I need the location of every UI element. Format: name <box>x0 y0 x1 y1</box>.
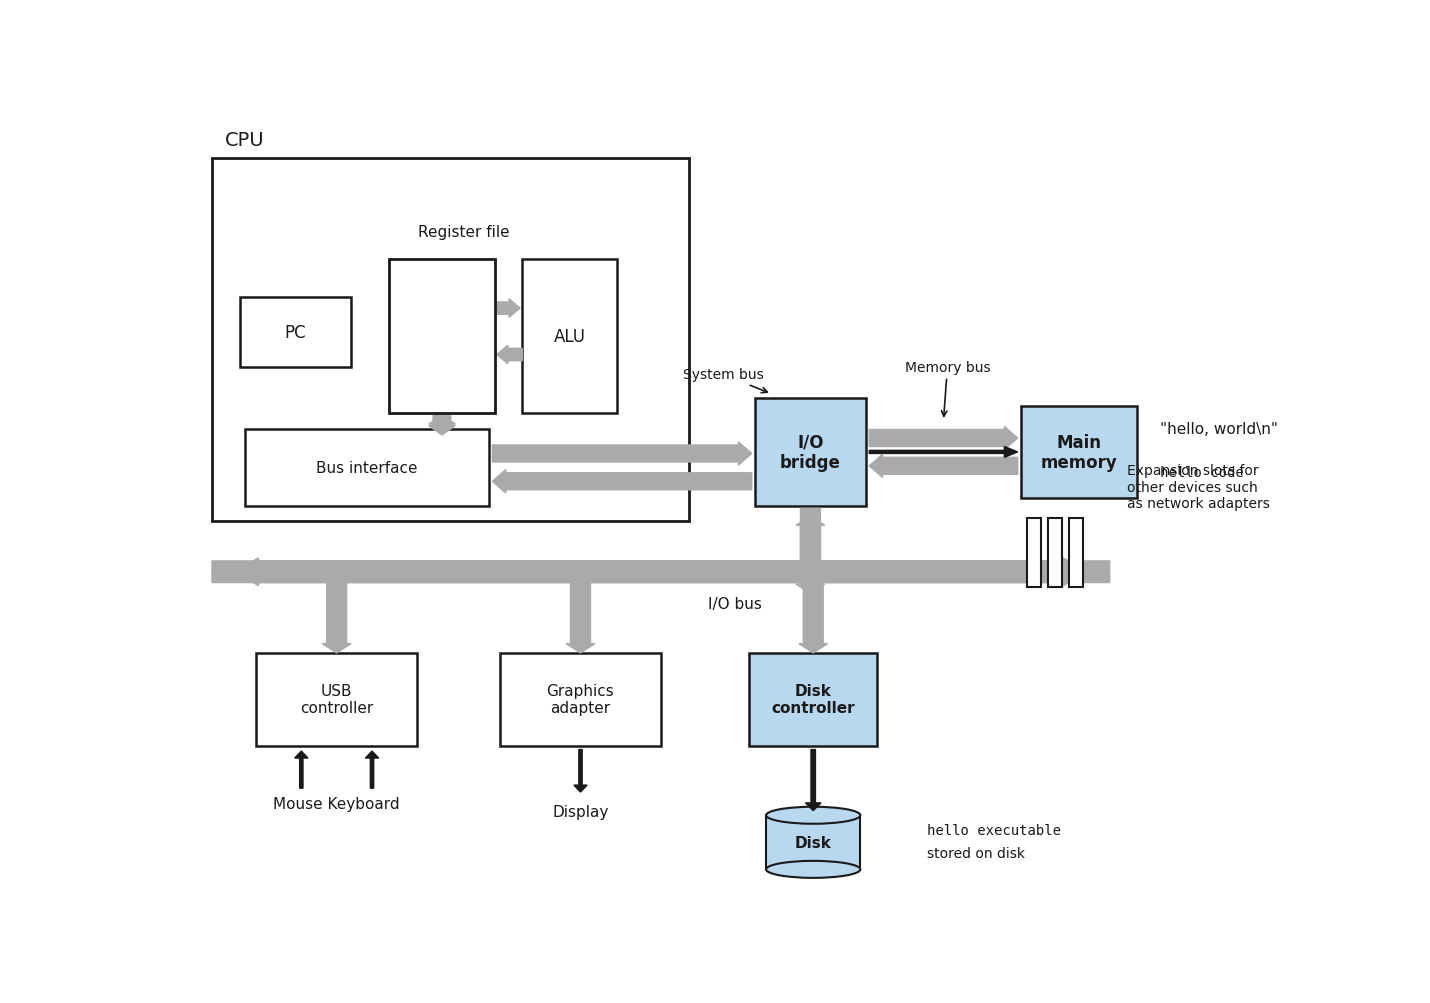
Bar <box>240 298 350 367</box>
Text: "hello, world\n": "hello, world\n" <box>1160 422 1277 436</box>
Text: Disk
controller: Disk controller <box>771 683 855 716</box>
Bar <box>389 290 495 321</box>
Bar <box>766 815 861 870</box>
Text: I/O bus: I/O bus <box>708 597 762 612</box>
Text: Register file: Register file <box>419 225 511 240</box>
FancyArrow shape <box>295 751 307 788</box>
FancyArrow shape <box>492 442 752 465</box>
Bar <box>246 429 489 507</box>
FancyArrow shape <box>797 509 825 594</box>
FancyArrow shape <box>496 346 522 364</box>
Bar <box>389 352 495 383</box>
Text: Graphics
adapter: Graphics adapter <box>546 683 615 716</box>
Bar <box>389 260 495 414</box>
Text: I/O
bridge: I/O bridge <box>779 433 841 471</box>
FancyArrow shape <box>492 470 752 493</box>
FancyArrow shape <box>366 751 379 788</box>
Text: USB
controller: USB controller <box>300 683 373 716</box>
Text: stored on disk: stored on disk <box>927 847 1025 861</box>
FancyArrow shape <box>495 300 521 318</box>
Ellipse shape <box>766 807 861 823</box>
Bar <box>389 321 495 352</box>
Text: System bus: System bus <box>684 368 768 393</box>
Bar <box>256 653 418 746</box>
Bar <box>1027 519 1041 588</box>
Bar <box>522 260 616 414</box>
FancyArrow shape <box>869 427 1018 450</box>
Text: hello executable: hello executable <box>927 823 1061 838</box>
FancyArrow shape <box>429 416 455 435</box>
FancyArrow shape <box>212 559 1087 586</box>
Bar <box>1048 519 1062 588</box>
Bar <box>1068 519 1083 588</box>
Bar <box>500 653 661 746</box>
Bar <box>1021 406 1137 498</box>
Text: Expansion slots for
other devices such
as network adapters: Expansion slots for other devices such a… <box>1127 464 1270 511</box>
Text: Mouse Keyboard: Mouse Keyboard <box>273 796 400 811</box>
Bar <box>749 653 877 746</box>
FancyArrow shape <box>573 750 588 792</box>
FancyArrow shape <box>805 750 821 810</box>
Text: ALU: ALU <box>553 328 585 346</box>
Text: PC: PC <box>285 324 306 342</box>
FancyArrow shape <box>566 583 595 653</box>
FancyArrow shape <box>799 583 828 653</box>
Text: Main
memory: Main memory <box>1041 433 1118 471</box>
Text: Bus interface: Bus interface <box>316 460 418 475</box>
FancyArrow shape <box>235 559 1110 586</box>
Ellipse shape <box>766 861 861 878</box>
FancyArrow shape <box>429 415 455 427</box>
FancyArrow shape <box>797 517 825 563</box>
FancyArrow shape <box>322 583 352 653</box>
Text: CPU: CPU <box>226 130 265 149</box>
Text: Disk: Disk <box>795 834 832 850</box>
Text: Display: Display <box>552 803 609 818</box>
Bar <box>389 260 495 290</box>
FancyArrow shape <box>869 447 1018 457</box>
Bar <box>755 398 865 507</box>
Bar <box>389 383 495 414</box>
Text: hello code: hello code <box>1160 465 1243 479</box>
FancyArrow shape <box>869 454 1018 478</box>
Bar <box>212 158 689 522</box>
Text: Memory bus: Memory bus <box>905 360 991 417</box>
